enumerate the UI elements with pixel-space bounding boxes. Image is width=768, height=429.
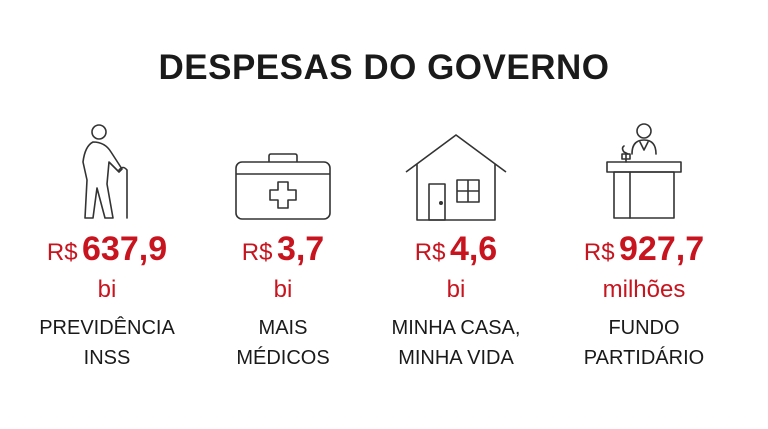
expense-value: 4,6 bbox=[449, 230, 498, 268]
expense-amount: R$ 4,6 bbox=[415, 230, 497, 275]
currency-symbol: R$ bbox=[241, 239, 273, 266]
currency-symbol: R$ bbox=[414, 239, 446, 266]
elderly-person-cane-icon bbox=[37, 118, 177, 222]
currency-symbol: R$ bbox=[583, 239, 615, 266]
expense-label: FUNDO PARTIDÁRIO bbox=[584, 313, 704, 373]
expense-value: 3,7 bbox=[276, 230, 325, 268]
page-title: DESPESAS DO GOVERNO bbox=[158, 48, 610, 87]
expense-label-line2: MINHA VIDA bbox=[398, 347, 514, 369]
expense-label-line1: FUNDO bbox=[608, 317, 680, 339]
expense-label: MINHA CASA, MINHA VIDA bbox=[392, 313, 521, 373]
expense-item-minha-casa-minha-vida: R$ 4,6 bi MINHA CASA, MINHA VIDA bbox=[361, 118, 551, 373]
first-aid-kit-icon bbox=[213, 118, 353, 222]
speaker-podium-icon bbox=[574, 118, 714, 222]
expense-value: 927,7 bbox=[619, 230, 705, 268]
expense-item-mais-medicos: R$ 3,7 bi MAIS MÉDICOS bbox=[188, 118, 378, 373]
currency-symbol: R$ bbox=[46, 239, 78, 266]
expense-amount: R$ 3,7 bbox=[242, 230, 324, 275]
expense-label-line2: PARTIDÁRIO bbox=[583, 347, 705, 369]
expense-item-previdencia: R$ 637,9 bi PREVIDÊNCIA INSS bbox=[12, 118, 202, 373]
expense-unit: bi bbox=[97, 276, 117, 303]
expense-amount: R$ 637,9 bbox=[47, 230, 167, 275]
expense-label-line2: MÉDICOS bbox=[236, 347, 330, 369]
expense-unit: bi bbox=[273, 276, 293, 303]
expense-item-fundo-partidario: R$ 927,7 milhões FUNDO PARTIDÁRIO bbox=[549, 118, 739, 373]
expense-unit: bi bbox=[446, 276, 466, 303]
expense-label-line1: MINHA CASA, bbox=[391, 317, 521, 339]
expense-value: 637,9 bbox=[82, 230, 168, 268]
expense-label-line2: INSS bbox=[83, 347, 131, 369]
house-icon bbox=[386, 118, 526, 222]
expense-label-line1: PREVIDÊNCIA bbox=[39, 317, 175, 339]
expense-label: PREVIDÊNCIA INSS bbox=[39, 313, 175, 373]
expense-label-line1: MAIS bbox=[258, 317, 308, 339]
expense-amount: R$ 927,7 bbox=[584, 230, 704, 275]
expense-label: MAIS MÉDICOS bbox=[236, 313, 329, 373]
expense-unit: milhões bbox=[602, 276, 686, 303]
